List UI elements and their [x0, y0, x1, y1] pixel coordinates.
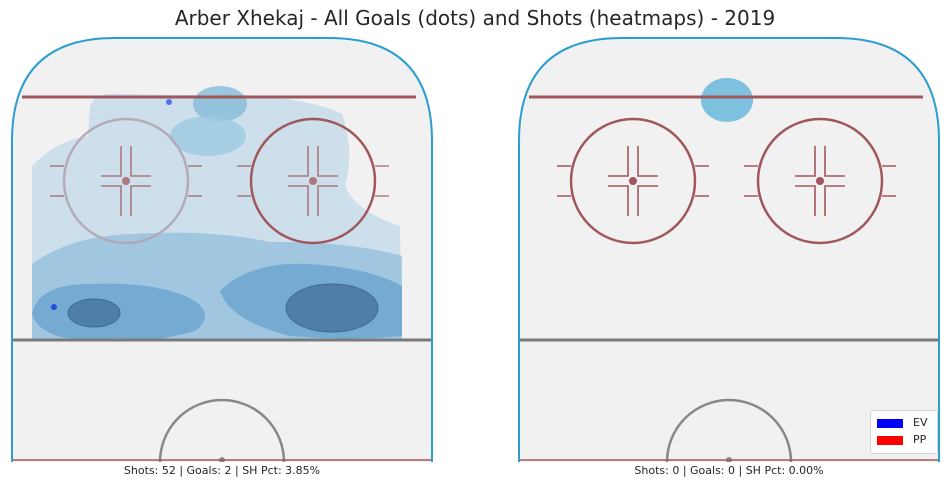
legend-swatch-pp	[877, 436, 903, 445]
faceoff-circles	[569, 117, 884, 245]
heatmap-hot-left	[67, 298, 121, 328]
center-circle	[665, 398, 793, 462]
ice-surface	[519, 38, 939, 462]
faceoff-dot-right	[816, 177, 824, 185]
rink-boards	[518, 37, 940, 462]
left-rink-panel	[11, 37, 433, 462]
faceoff-circle-right	[249, 117, 377, 245]
heatmap-hot-right	[285, 283, 379, 333]
faceoff-dot-left	[629, 177, 637, 185]
faceoff-hashmarks	[50, 146, 389, 216]
faceoff-dot-left	[122, 177, 130, 185]
chart-title: Arber Xhekaj - All Goals (dots) and Shot…	[174, 6, 776, 30]
right-rink-panel	[518, 37, 940, 462]
legend-swatch-ev	[877, 419, 903, 428]
rink-boards	[11, 37, 433, 462]
left-caption: Shots: 52 | Goals: 2 | SH Pct: 3.85%	[123, 464, 321, 477]
heatmap-top-mid-blob	[170, 116, 246, 156]
faceoff-hashmarks	[557, 146, 896, 216]
legend-label-ev: EV	[913, 416, 928, 429]
faceoff-circle-left	[62, 117, 190, 245]
goal-dot-ev	[51, 304, 57, 310]
heatmap-top-blob	[193, 86, 247, 122]
faceoff-dot-right	[309, 177, 317, 185]
legend: EV PP	[870, 410, 938, 454]
heatmap-top-blob	[701, 78, 753, 122]
goal-dot-ev	[166, 99, 172, 105]
right-caption: Shots: 0 | Goals: 0 | SH Pct: 0.00%	[634, 464, 824, 477]
legend-label-pp: PP	[913, 433, 927, 446]
center-circle	[158, 398, 286, 462]
